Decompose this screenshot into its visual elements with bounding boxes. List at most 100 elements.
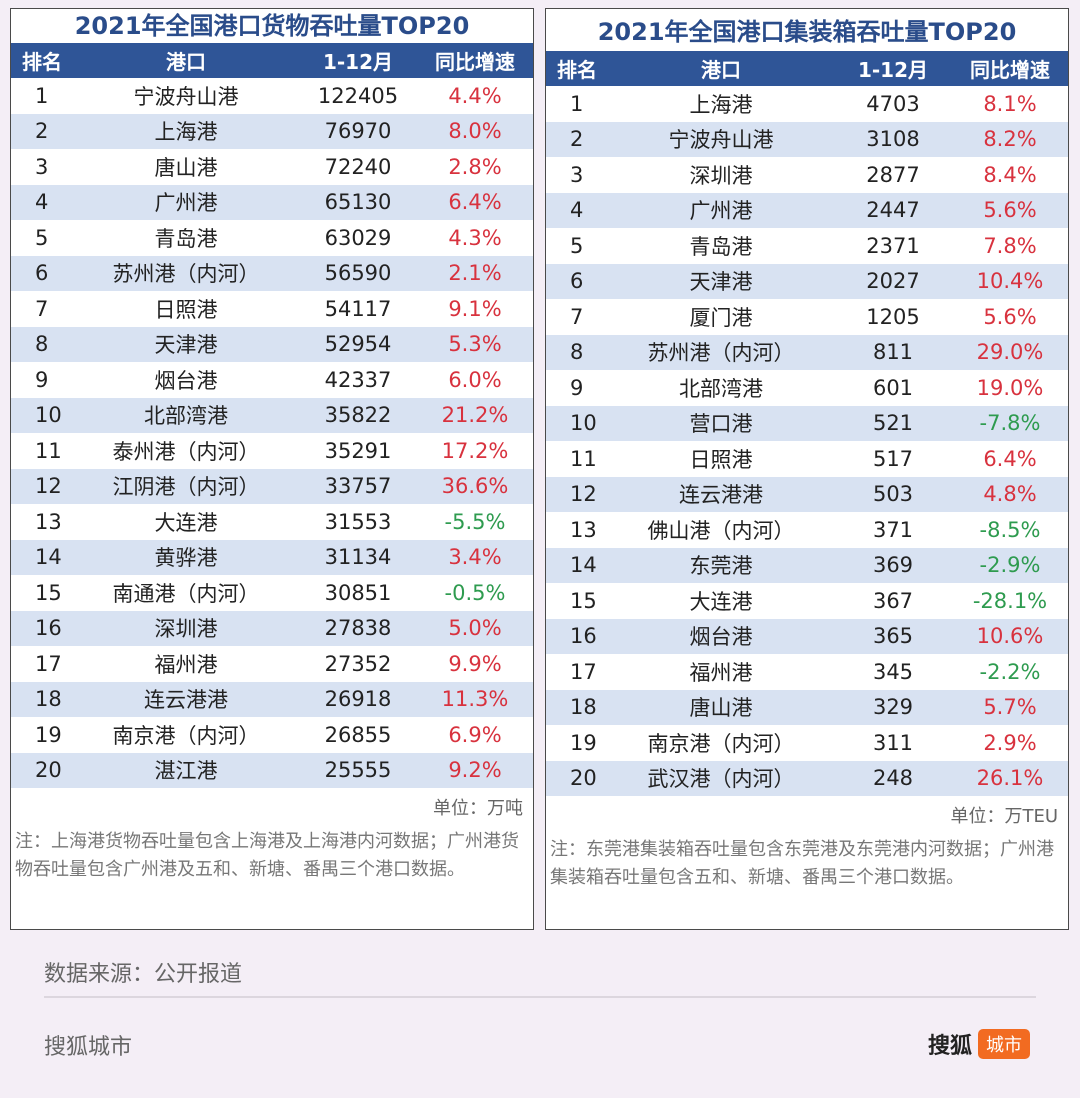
table-row: 13 佛山港（内河） 371 -8.5% [546, 512, 1068, 548]
cargo-throughput-panel: 2021年全国港口货物吞吐量TOP20 排名 港口 1-12月 同比增速 1 宁波… [10, 8, 534, 930]
cell-volume: 601 [872, 375, 914, 400]
cell-volume: 3108 [834, 121, 952, 157]
cell-port: 广州港 [73, 184, 299, 220]
brand-text: 搜狐城市 [44, 1035, 133, 1060]
table-row: 1 宁波舟山港 122405 4.4% [11, 78, 533, 114]
cell-port: 厦门港 [689, 305, 753, 330]
cell-growth: 8.4% [983, 162, 1037, 187]
table-row: 9 烟台港 42337 6.0% [11, 362, 533, 398]
cell-growth: -2.2% [979, 659, 1041, 684]
table-row: 18 连云港港 26918 11.3% [11, 681, 533, 717]
cell-port: 宁波舟山港 [133, 84, 239, 109]
cell-rank: 16 [546, 618, 608, 654]
cell-growth: -7.8% [952, 405, 1068, 441]
container-throughput-table: 排名 港口 1-12月 同比增速 1 上海港 4703 8.1% 2 宁波舟山港 3108 8… [546, 51, 1068, 796]
cell-port: 宁波舟山港 [608, 121, 834, 157]
cell-port: 连云港港 [608, 476, 834, 512]
table-row: 20 武汉港（内河） 248 26.1% [546, 760, 1068, 796]
table-header-row: 排名 港口 1-12月 同比增速 [11, 43, 533, 78]
cargo-table-title: 2021年全国港口货物吞吐量TOP20 [74, 12, 470, 40]
header-growth: 同比增速 [952, 51, 1068, 86]
cell-port: 大连港 [689, 589, 753, 614]
cell-port: 南京港（内河） [112, 723, 260, 748]
table-row: 12 连云港港 503 4.8% [546, 476, 1068, 512]
cell-volume: 25555 [299, 752, 417, 788]
cell-rank: 2 [546, 121, 608, 157]
cell-rank: 6 [546, 263, 608, 299]
cell-rank: 19 [35, 722, 62, 747]
cell-rank: 7 [35, 296, 49, 321]
cell-growth: 19.0% [976, 375, 1044, 400]
cell-volume: 122405 [317, 83, 399, 108]
cell-port: 江阴港（内河） [73, 468, 299, 504]
cell-growth: 26.1% [952, 760, 1068, 796]
cell-port: 唐山港 [608, 689, 834, 725]
cell-rank: 5 [35, 225, 49, 250]
cell-port: 武汉港（内河） [608, 760, 834, 796]
table-row: 14 东莞港 369 -2.9% [546, 547, 1068, 583]
table-row: 10 营口港 521 -7.8% [546, 405, 1068, 441]
cell-port: 营口港 [608, 405, 834, 441]
cell-growth: 9.9% [448, 651, 502, 676]
cell-volume: 367 [872, 588, 914, 613]
footnote: 注：东莞港集装箱吞吐量包含东莞港及东莞港内河数据；广州港集装箱吞吐量包含五和、新… [550, 839, 1054, 888]
cell-volume: 311 [872, 730, 914, 755]
cell-growth: -8.5% [979, 517, 1041, 542]
table-row: 12 江阴港（内河） 33757 36.6% [11, 468, 533, 504]
header-rank: 排名 [11, 43, 73, 78]
logo-tag: 城市 [978, 1029, 1030, 1059]
cell-port: 湛江港 [73, 752, 299, 788]
cell-rank: 11 [35, 438, 62, 463]
table-row: 15 南通港（内河） 30851 -0.5% [11, 575, 533, 611]
cell-port: 大连港 [154, 510, 218, 535]
cell-growth: 7.8% [983, 233, 1037, 258]
cell-rank: 12 [11, 468, 73, 504]
cell-rank: 11 [570, 446, 597, 471]
cell-volume: 365 [834, 618, 952, 654]
cell-rank: 17 [35, 651, 62, 676]
cell-rank: 12 [546, 476, 608, 512]
cell-port: 唐山港 [154, 155, 218, 180]
cell-port: 广州港 [608, 192, 834, 228]
table-row: 4 广州港 2447 5.6% [546, 192, 1068, 228]
cell-rank: 10 [11, 397, 73, 433]
cell-volume: 369 [834, 547, 952, 583]
cell-volume: 35291 [324, 438, 392, 463]
table-row: 11 日照港 517 6.4% [546, 441, 1068, 477]
cell-volume: 2877 [866, 162, 920, 187]
header-rank: 排名 [546, 51, 608, 86]
cell-rank: 13 [570, 517, 597, 542]
cell-volume: 63029 [324, 225, 392, 250]
cell-port: 苏州港（内河） [73, 255, 299, 291]
cell-port: 佛山港（内河） [647, 518, 795, 543]
cell-growth: 5.7% [952, 689, 1068, 725]
cell-port: 南通港（内河） [112, 581, 260, 606]
cell-rank: 14 [11, 539, 73, 575]
cell-rank: 8 [11, 326, 73, 362]
cell-rank: 4 [11, 184, 73, 220]
cell-volume: 42337 [324, 367, 392, 392]
cell-rank: 17 [570, 659, 597, 684]
cell-growth: -2.9% [952, 547, 1068, 583]
table-row: 8 天津港 52954 5.3% [11, 326, 533, 362]
cell-volume: 811 [834, 334, 952, 370]
table-header-row: 排名 港口 1-12月 同比增速 [546, 51, 1068, 86]
header-port: 港口 [608, 51, 834, 86]
cell-rank: 18 [546, 689, 608, 725]
cell-port: 福州港 [154, 652, 218, 677]
cell-rank: 13 [35, 509, 62, 534]
cell-volume: 65130 [299, 184, 417, 220]
cell-rank: 18 [11, 681, 73, 717]
footnote: 注：上海港货物吞吐量包含上海港及上海港内河数据；广州港货物吞吐量包含广州港及五和… [15, 831, 519, 880]
cell-volume: 31134 [299, 539, 417, 575]
cell-growth: 5.6% [952, 192, 1068, 228]
cell-volume: 2027 [834, 263, 952, 299]
cell-rank: 9 [570, 375, 584, 400]
cell-growth: 8.1% [983, 91, 1037, 116]
cell-growth: 36.6% [417, 468, 533, 504]
cell-port: 福州港 [689, 660, 753, 685]
cell-port: 天津港 [608, 263, 834, 299]
cell-growth: 5.6% [983, 304, 1037, 329]
cell-growth: -0.5% [444, 580, 506, 605]
cell-port: 青岛港 [689, 234, 753, 259]
